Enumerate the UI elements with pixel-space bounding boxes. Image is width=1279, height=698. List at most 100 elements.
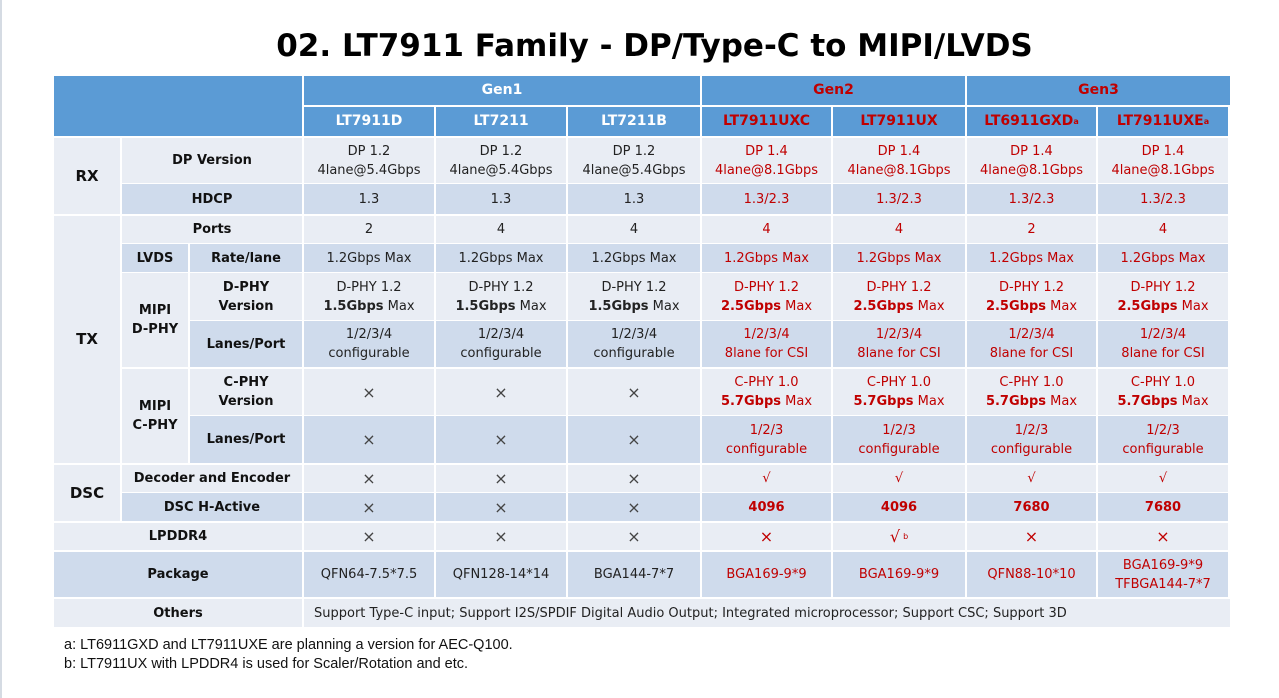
cell-lpddr4: × [967, 523, 1096, 550]
group-label: RX [75, 166, 99, 185]
param-label: Lanes/Port [206, 432, 286, 447]
cell-lines: D-PHY 1.2 1.5Gbps Max [588, 278, 679, 316]
cell-line: 1/2/3/4 [990, 325, 1073, 344]
cell-text: 2.5Gbps [1117, 298, 1178, 314]
cell-text: 1/2/3/4 [345, 327, 393, 342]
cell-cphy-version: C-PHY 1.0 5.7Gbps Max [833, 369, 965, 415]
cell-text: × [494, 382, 508, 402]
footnote-b: b: LT7911UX with LPDDR4 is used for Scal… [64, 656, 469, 672]
cell-line: D-PHY 1.2 [721, 278, 812, 297]
footnote-a: a: LT6911GXD and LT7911UXE are planning … [64, 637, 513, 653]
cell-text: 4 [762, 222, 771, 237]
cell-cphy-version: C-PHY 1.0 5.7Gbps Max [967, 369, 1096, 415]
cell-line: 4lane@5.4Gbps [317, 161, 420, 180]
cell-cphy-version: × [304, 369, 434, 415]
cell-text: BGA144-7*7 [593, 567, 675, 582]
cell-lines: QFN88-10*10 [987, 565, 1075, 584]
cell-text: × [627, 497, 641, 517]
cell-lines: 1/2/3 configurable [726, 421, 807, 459]
group-rx: RX [54, 138, 120, 214]
model-header: LT7911D [304, 107, 434, 136]
param-package: Package [54, 552, 302, 597]
cell-line: C-PHY [219, 373, 274, 392]
cell-line: 1/2/3/4 [593, 325, 674, 344]
cell-dsc-hactive: × [304, 493, 434, 521]
cell-line: DP 1.4 [847, 142, 950, 161]
cell-text: 4lane@8.1Gbps [1111, 162, 1215, 178]
cell-text: 4 [629, 222, 639, 237]
cell-text: DP 1.4 [1010, 143, 1053, 159]
model-name: LT6911GXD [984, 113, 1074, 129]
cell-line: D-PHY 1.2 [323, 278, 414, 297]
cell-line: configurable [726, 440, 807, 459]
param-dphy-lanes: Lanes/Port [190, 321, 302, 367]
cell-dphy-version: D-PHY 1.2 2.5Gbps Max [833, 273, 965, 320]
cell-dphy-lanes: 1/2/3/4 configurable [568, 321, 700, 367]
model-header: LT7211B [568, 107, 700, 136]
cell-text: × [362, 430, 376, 449]
cell-line: D-PHY [132, 320, 178, 339]
cell-text: BGA169-9*9 [1122, 557, 1204, 573]
cell-text: × [627, 430, 641, 449]
cell-text: C-PHY 1.0 [734, 375, 799, 390]
cell-dphy-version: D-PHY 1.2 2.5Gbps Max [702, 273, 831, 320]
cell-ports: 4 [833, 216, 965, 243]
cell-text: 5.7Gbps [985, 394, 1047, 409]
cell-hdcp: 1.3/2.3 [967, 184, 1096, 214]
cell-text: 2.5Gbps [853, 298, 914, 314]
cell-line: Version [219, 297, 274, 316]
model-header: LT7911UX [833, 107, 965, 136]
cell-line: QFN88-10*10 [987, 565, 1075, 584]
cell-text: 5.7Gbps [720, 394, 782, 409]
param-hdcp: HDCP [122, 184, 302, 214]
cell-line: 1/2/3/4 [1121, 325, 1204, 344]
cell-line: BGA169-9*9 [726, 565, 806, 584]
param-dphy-version: D-PHY Version [190, 273, 302, 320]
cell-text: C-PHY 1.0 [866, 375, 932, 390]
cell-ports: 2 [967, 216, 1096, 243]
cell-line: 1/2/3 [726, 421, 807, 440]
cell-text: 1/2/3 [882, 422, 916, 438]
cell-line: 1/2/3 [991, 421, 1072, 440]
cell-text: 2.5Gbps [985, 298, 1047, 314]
cell-text: BGA169-9*9 [858, 567, 940, 582]
cell-ports: 4 [702, 216, 831, 243]
cell-line: 1/2/3/4 [328, 325, 409, 344]
cell-text: D-PHY 1.2 [866, 279, 932, 295]
cell-lines: D-PHY 1.2 2.5Gbps Max [853, 278, 944, 316]
cell-text: √ [889, 527, 901, 546]
cell-decoder-encoder: √ [833, 465, 965, 492]
param-cphy-version: C-PHY Version [190, 369, 302, 415]
cell-line: 4lane@5.4Gbps [582, 161, 685, 180]
cell-text: × [1156, 527, 1170, 546]
cell-dp-version: DP 1.4 4lane@8.1Gbps [967, 138, 1096, 183]
cell-dp-version: DP 1.2 4lane@5.4Gbps [568, 138, 700, 183]
cell-line: D-PHY [219, 278, 274, 297]
cell-text: 1.3/2.3 [743, 191, 790, 207]
cell-text: Max [1046, 394, 1078, 409]
cell-text: 1.3/2.3 [1008, 191, 1055, 207]
cell-dsc-hactive: 4096 [833, 493, 965, 521]
cell-text: √ [1027, 471, 1036, 486]
cell-others: Support Type-C input; Support I2S/SPDIF … [304, 599, 1230, 627]
cell-line: 4lane@8.1Gbps [847, 161, 950, 180]
cell-ports: 2 [304, 216, 434, 243]
cell-line: 2.5Gbps Max [986, 297, 1077, 316]
param-others: Others [54, 599, 302, 627]
group-tx: TX [54, 216, 120, 463]
generation-header-2: Gen2 [702, 76, 965, 105]
cell-text: DP 1.2 [347, 143, 391, 159]
cell-dp-version: DP 1.2 4lane@5.4Gbps [436, 138, 566, 183]
cell-cphy-lanes: 1/2/3 configurable [833, 416, 965, 463]
cell-dsc-hactive: × [436, 493, 566, 521]
cell-lines: D-PHY 1.2 2.5Gbps Max [721, 278, 812, 316]
cell-text: × [759, 527, 774, 546]
cell-text: configurable [725, 441, 808, 457]
cell-text: 1.2Gbps Max [988, 250, 1075, 266]
cell-rate-lane: 1.2Gbps Max [568, 244, 700, 272]
cell-dphy-lanes: 1/2/3/4 configurable [304, 321, 434, 367]
cell-package: QFN88-10*10 [967, 552, 1096, 597]
cell-text: 8lane for CSI [857, 346, 941, 361]
cell-text: Max [913, 394, 945, 409]
cell-text: 4096 [748, 499, 785, 515]
